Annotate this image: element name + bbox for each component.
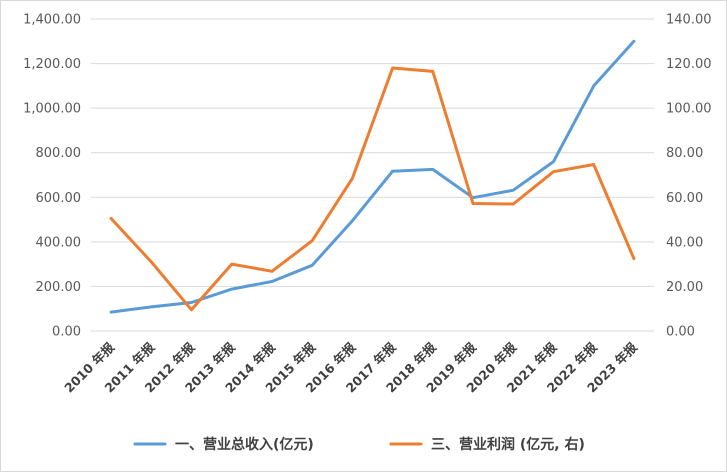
series-line-operating-profit (109, 66, 636, 312)
left-y-tick-label: 1,200.00 (23, 57, 81, 72)
legend: 一、营业总收入(亿元) 三、营业利润 (亿元, 右) (133, 436, 585, 453)
left-y-tick-label: 1,400.00 (23, 13, 81, 28)
right-y-tick-label: 120.00 (666, 57, 712, 72)
right-y-axis: 0.00 20.00 40.00 60.00 80.00 100.00 120.00 140.… (666, 13, 712, 340)
series-lines (109, 39, 636, 314)
left-y-tick-label: 800.00 (36, 146, 82, 161)
left-y-tick-label: 0.00 (52, 325, 81, 340)
right-y-tick-label: 100.00 (666, 102, 712, 117)
right-y-tick-label: 140.00 (666, 13, 712, 28)
left-y-tick-label: 400.00 (36, 235, 82, 250)
gridlines (91, 18, 654, 332)
left-y-tick-label: 200.00 (36, 280, 82, 295)
right-y-tick-label: 40.00 (666, 235, 703, 250)
right-y-tick-label: 80.00 (666, 146, 703, 161)
legend-label: 三、营业利润 (亿元, 右) (431, 436, 585, 453)
left-y-tick-label: 600.00 (36, 191, 82, 206)
series-line-total-revenue (109, 39, 636, 314)
left-y-axis: 0.00 200.00 400.00 600.00 800.00 1,000.00 1,20… (23, 13, 81, 340)
legend-label: 一、营业总收入(亿元) (175, 436, 314, 453)
right-y-tick-label: 60.00 (666, 191, 703, 206)
right-y-tick-label: 0.00 (666, 325, 695, 340)
right-y-tick-label: 20.00 (666, 280, 703, 295)
left-y-tick-label: 1,000.00 (23, 102, 81, 117)
